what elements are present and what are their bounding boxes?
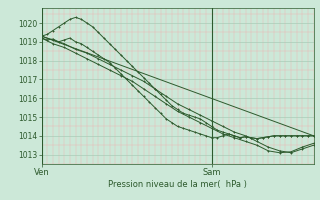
X-axis label: Pression niveau de la mer(  hPa ): Pression niveau de la mer( hPa ): [108, 180, 247, 189]
